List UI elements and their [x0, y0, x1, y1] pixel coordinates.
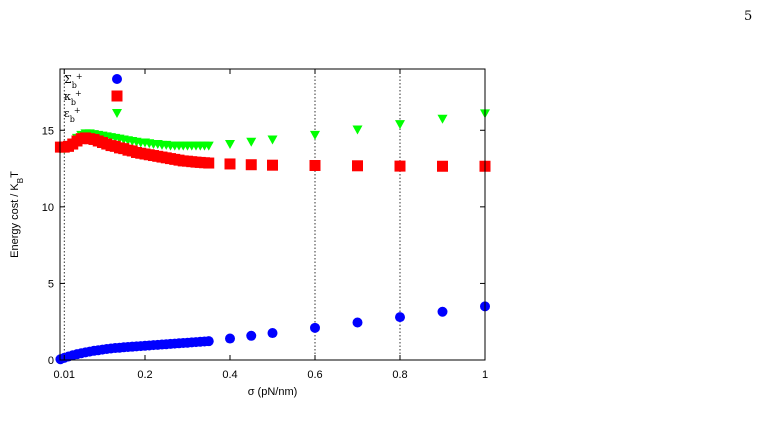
reference-lines [63, 69, 401, 360]
point-circle [395, 312, 405, 323]
point-square [267, 159, 278, 171]
y-tick-label: 15 [42, 125, 54, 137]
series-layer [54, 109, 491, 365]
legend-marker-square [111, 90, 123, 102]
point-square [394, 160, 406, 172]
point-triangle-down [310, 130, 320, 140]
point-square [224, 158, 236, 170]
y-axis: 0 5 10 15 [42, 125, 485, 367]
y-axis-label: Energy cost / KBT [9, 171, 25, 258]
point-square [203, 157, 215, 169]
plot-frame [59, 68, 486, 361]
point-circle [225, 333, 235, 344]
point-square [309, 159, 321, 171]
legend-label-0: Σb+ [64, 72, 83, 90]
point-square [352, 160, 363, 172]
point-circle [203, 336, 214, 347]
x-axis-label: σ (pN/nm) [248, 386, 298, 398]
point-triangle-down [225, 140, 235, 150]
x-axis: 0.01 0.2 0.4 0.6 0.8 1 [54, 69, 488, 381]
point-square [245, 159, 257, 171]
legend-label-1: κb+ [64, 89, 82, 107]
point-circle [437, 306, 448, 317]
legend-marker-circle [112, 74, 122, 84]
point-circle [310, 322, 320, 333]
point-triangle-down [352, 125, 363, 135]
x-tick-label: 0.01 [54, 369, 75, 381]
legend: Σb+κb+εb+ [64, 72, 123, 124]
point-circle [246, 330, 257, 341]
x-tick-label: 0.2 [137, 369, 152, 381]
y-tick-label: 5 [48, 278, 54, 290]
y-tick-label: 10 [42, 202, 54, 214]
legend-label-2: εb+ [64, 106, 81, 124]
point-triangle-down [203, 141, 214, 151]
point-circle [352, 317, 363, 328]
y-tick-label: 0 [48, 355, 54, 367]
point-circle [267, 328, 278, 339]
point-triangle-down [246, 137, 257, 147]
x-tick-label: 1 [482, 369, 488, 381]
x-tick-label: 0.8 [392, 369, 407, 381]
point-square [437, 160, 448, 172]
point-triangle-down [395, 120, 405, 130]
x-tick-label: 0.4 [222, 369, 237, 381]
page-number: 5 [744, 9, 753, 24]
x-tick-label: 0.6 [307, 369, 322, 381]
legend-marker-triangle-down [112, 109, 122, 118]
point-triangle-down [437, 114, 448, 124]
series-circle [55, 301, 490, 365]
point-triangle-down [267, 135, 278, 145]
